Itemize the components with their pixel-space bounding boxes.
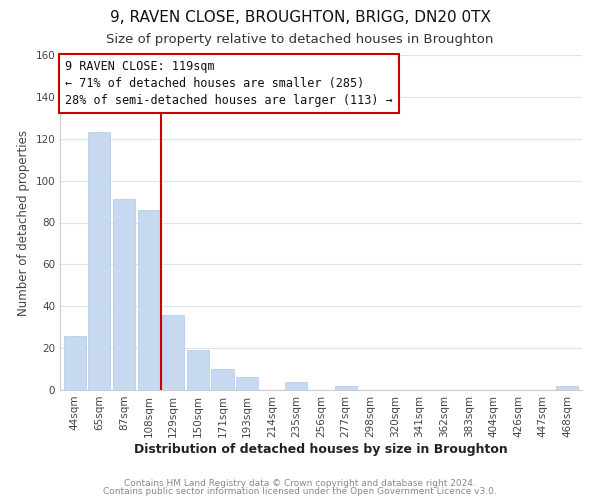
Bar [162,314,184,390]
Bar [137,210,160,390]
Y-axis label: Number of detached properties: Number of detached properties [17,130,30,316]
Bar [335,386,357,390]
Bar [64,336,86,390]
Bar [88,132,110,390]
Text: 9, RAVEN CLOSE, BROUGHTON, BRIGG, DN20 0TX: 9, RAVEN CLOSE, BROUGHTON, BRIGG, DN20 0… [110,10,491,25]
Text: Contains HM Land Registry data © Crown copyright and database right 2024.: Contains HM Land Registry data © Crown c… [124,478,476,488]
Text: 9 RAVEN CLOSE: 119sqm
← 71% of detached houses are smaller (285)
28% of semi-det: 9 RAVEN CLOSE: 119sqm ← 71% of detached … [65,60,393,107]
Bar [556,386,578,390]
Bar [187,350,209,390]
Bar [211,369,233,390]
Bar [236,378,258,390]
X-axis label: Distribution of detached houses by size in Broughton: Distribution of detached houses by size … [134,442,508,456]
Bar [113,200,135,390]
Bar [285,382,307,390]
Text: Size of property relative to detached houses in Broughton: Size of property relative to detached ho… [106,32,494,46]
Text: Contains public sector information licensed under the Open Government Licence v3: Contains public sector information licen… [103,487,497,496]
